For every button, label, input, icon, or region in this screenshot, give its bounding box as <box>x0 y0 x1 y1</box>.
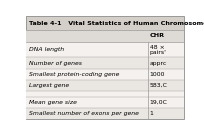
Text: pairs': pairs' <box>150 50 166 55</box>
Bar <box>26 91 184 97</box>
Text: DNA length: DNA length <box>29 47 64 52</box>
Text: 583,C: 583,C <box>150 83 167 88</box>
Text: apprc: apprc <box>150 61 167 66</box>
Text: CHR: CHR <box>150 34 165 38</box>
Bar <box>26 97 184 108</box>
Text: Mean gene size: Mean gene size <box>29 100 76 105</box>
Bar <box>26 80 184 91</box>
Text: Smallest number of exons per gene: Smallest number of exons per gene <box>29 111 139 116</box>
Bar <box>26 69 184 80</box>
Text: 1000: 1000 <box>150 72 165 77</box>
Text: Table 4-1   Vital Statistics of Human Chromosome 22 and th: Table 4-1 Vital Statistics of Human Chro… <box>29 21 204 26</box>
Text: Smallest protein-coding gene: Smallest protein-coding gene <box>29 72 119 77</box>
Text: 48 ×: 48 × <box>150 45 164 50</box>
Text: 1: 1 <box>150 111 153 116</box>
Bar <box>26 42 184 57</box>
Text: Largest gene: Largest gene <box>29 83 69 88</box>
Text: 19,0C: 19,0C <box>150 100 167 105</box>
Bar <box>26 57 184 69</box>
Text: Number of genes: Number of genes <box>29 61 82 66</box>
Bar <box>26 108 184 119</box>
Bar <box>26 16 184 30</box>
Bar <box>26 30 184 42</box>
